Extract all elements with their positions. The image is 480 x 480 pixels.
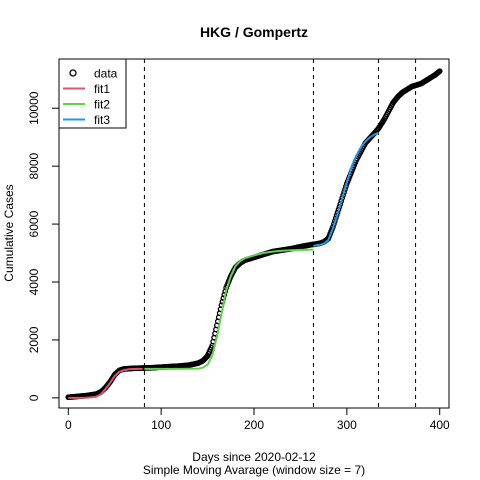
legend-box [58, 58, 127, 129]
legend-symbol-data [69, 69, 77, 77]
y-tick-label-6000: 6000 [27, 210, 41, 237]
y-tick-label-0: 0 [27, 394, 41, 401]
y-tick-label-10000: 10000 [27, 91, 41, 125]
y-tick-label-4000: 4000 [27, 268, 41, 295]
legend-label-data: data [94, 67, 118, 81]
x-axis-label: Days since 2020-02-12 [192, 450, 316, 464]
legend-label-fit1: fit1 [94, 82, 110, 96]
legend-label-fit2: fit2 [94, 98, 110, 112]
x-tick-label-300: 300 [337, 418, 357, 432]
y-axis-label: Cumulative Cases [2, 184, 16, 281]
fit-line-fit2 [144, 248, 314, 370]
y-tick-label-8000: 8000 [27, 152, 41, 179]
legend-label-fit3: fit3 [94, 113, 110, 127]
y-axis: 0 2000 4000 6000 8000 10000 [27, 91, 60, 401]
y-tick-label-2000: 2000 [27, 326, 41, 353]
fit-line-fit1 [68, 367, 143, 399]
x-axis: 0 100 200 300 400 [65, 407, 450, 432]
fit-lines [68, 131, 379, 399]
x-axis-sublabel: Simple Moving Avarage (window size = 7) [143, 463, 365, 477]
data-point-400 [436, 68, 443, 75]
x-tick-label-200: 200 [244, 418, 264, 432]
x-tick-label-100: 100 [151, 418, 171, 432]
x-tick-label-0: 0 [65, 418, 72, 432]
vertical-lines [143, 59, 417, 408]
x-tick-label-400: 400 [430, 418, 450, 432]
chart-title: HKG / Gompertz [200, 24, 308, 40]
fit-line-fit3 [313, 131, 379, 247]
